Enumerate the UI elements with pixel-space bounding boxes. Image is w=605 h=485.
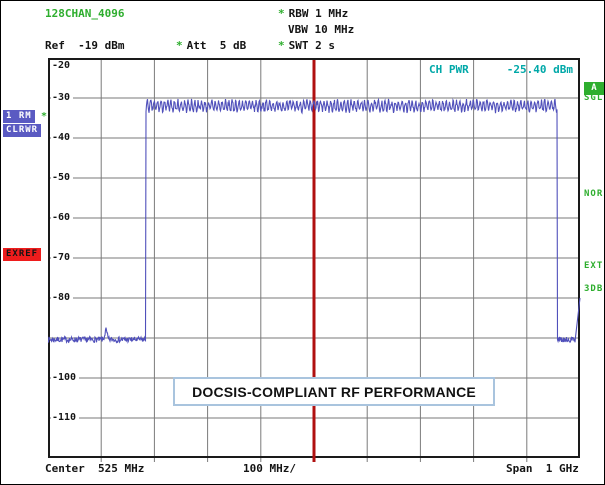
rbw-label: RBW 1 MHz — [288, 7, 349, 20]
trace-name-label: 128CHAN_4096 — [45, 7, 125, 20]
y-axis-tick-label: -30 — [51, 92, 74, 104]
normalize-label: NOR — [584, 189, 604, 199]
spectrum-trace — [47, 97, 581, 344]
swt-setting: * SWT 2 s — [278, 40, 335, 51]
screen-a-badge: A — [584, 82, 604, 95]
annotation-text: DOCSIS-COMPLIANT RF PERFORMANCE — [192, 383, 476, 400]
coupled-marker-icon: * — [176, 39, 183, 52]
span-label: Span 1 GHz — [506, 462, 579, 475]
trace-star-icon: * — [41, 111, 48, 122]
ref-level-label: Ref -19 dBm — [45, 39, 125, 52]
filter-3db-label: 3DB — [584, 284, 604, 294]
y-axis-tick-label: -80 — [51, 292, 74, 304]
y-axis-tick-label: -40 — [51, 132, 74, 144]
y-axis-tick-label: -70 — [51, 252, 74, 264]
annotation-box: DOCSIS-COMPLIANT RF PERFORMANCE — [173, 377, 495, 406]
ext-ref-badge: EXREF — [3, 248, 42, 261]
ext-trigger-label: EXT — [584, 261, 604, 271]
att-label: Att 5 dB — [186, 39, 247, 52]
y-axis-tick-label: -20 — [51, 60, 74, 72]
measurement-grid: CH PWR -25.40 dBm -20 -30 -40 -50 -60 -70 -80 -1… — [47, 58, 581, 462]
coupled-marker-icon: * — [278, 39, 285, 52]
y-axis-tick-label: -60 — [51, 212, 74, 224]
y-axis-tick-label: -110 — [51, 412, 80, 424]
per-div-label: 100 MHz/ — [243, 462, 296, 475]
channel-power-readout: CH PWR -25.40 dBm — [429, 63, 573, 76]
detector-badge: CLRWR — [3, 124, 42, 137]
center-freq-label: Center 525 MHz — [45, 462, 145, 475]
ch-pwr-value: -25.40 dBm — [506, 63, 573, 76]
y-axis-tick-label: -100 — [51, 372, 80, 384]
coupled-marker-icon: * — [278, 7, 285, 20]
y-axis-tick-label: -50 — [51, 172, 74, 184]
swt-label: SWT 2 s — [288, 39, 335, 52]
rbw-setting: * RBW 1 MHz — [278, 8, 348, 19]
single-sweep-label: SGL — [584, 93, 604, 103]
trace-plot — [47, 58, 581, 462]
att-setting: * Att 5 dB — [176, 40, 246, 51]
vbw-setting: VBW 10 MHz — [288, 23, 355, 36]
ch-pwr-label: CH PWR — [429, 63, 469, 76]
trace-mode-badge: 1 RM — [3, 110, 35, 123]
